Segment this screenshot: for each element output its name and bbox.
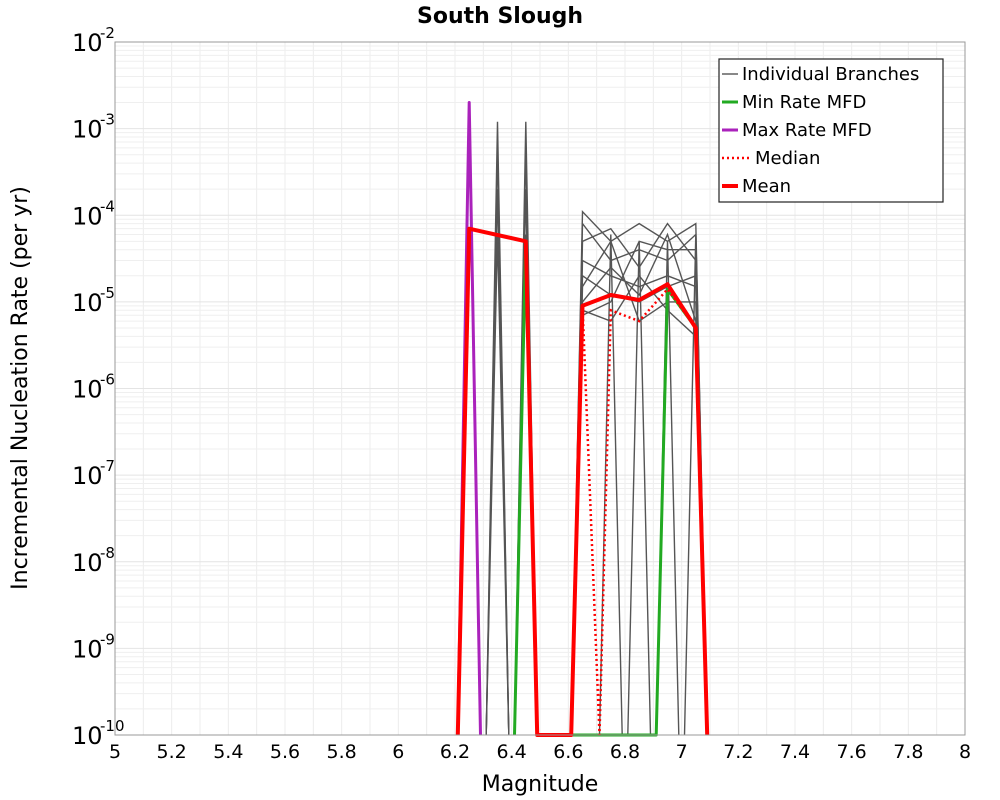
y-tick-label-base: 10 — [72, 462, 103, 490]
individual-branches-line — [627, 241, 652, 736]
legend-label-max-rate-mfd: Max Rate MFD — [742, 120, 872, 141]
x-tick-label: 6.4 — [497, 741, 527, 763]
x-tick-label: 5.4 — [213, 741, 243, 763]
x-tick-label: 5.2 — [157, 741, 187, 763]
legend: Individual Branches Min Rate MFD Max Rate … — [718, 58, 944, 203]
x-tick-labels: 5 5.2 5.4 5.6 5.8 6 6.2 6.4 6.6 6.8 7 7.2 7.4 7.6 7.8 8 — [109, 741, 971, 763]
x-tick-label: 5 — [109, 741, 121, 763]
individual-branches-line — [598, 234, 623, 736]
y-tick-label-base: 10 — [72, 635, 103, 663]
x-tick-label: 6.6 — [553, 741, 583, 763]
y-tick-label-exponent: -8 — [100, 544, 115, 562]
x-tick-label: 5.6 — [270, 741, 300, 763]
y-tick-label-base: 10 — [72, 376, 103, 404]
median-line — [456, 227, 709, 737]
y-tick-label-exponent: -7 — [100, 457, 115, 475]
y-tick-label-exponent: -3 — [100, 111, 115, 129]
x-tick-label: 6 — [392, 741, 404, 763]
legend-label-mean: Mean — [742, 176, 791, 197]
y-tick-label-base: 10 — [72, 549, 103, 577]
grid — [114, 42, 966, 736]
y-tick-label-exponent: -6 — [100, 371, 115, 389]
series-layer — [455, 101, 710, 737]
legend-label-min-rate-mfd: Min Rate MFD — [742, 92, 866, 113]
chart-title: South Slough — [417, 4, 583, 29]
y-tick-label-base: 10 — [72, 289, 103, 317]
individual-branches-line — [570, 232, 708, 736]
x-tick-label: 6.8 — [610, 741, 640, 763]
individual-branches-line — [570, 209, 708, 736]
y-tick-label-exponent: -10 — [100, 717, 125, 735]
x-tick-label: 5.8 — [327, 741, 357, 763]
y-tick-label-exponent: -5 — [100, 284, 115, 302]
y-tick-label-base: 10 — [72, 202, 103, 230]
legend-label-median: Median — [755, 148, 820, 169]
mean-line — [455, 226, 710, 737]
plot-frame — [114, 41, 966, 736]
x-tick-label: 7.2 — [723, 741, 753, 763]
y-tick-label-base: 10 — [72, 722, 103, 750]
x-tick-label: 6.2 — [440, 741, 470, 763]
y-tick-label-base: 10 — [72, 116, 103, 144]
y-tick-label-base: 10 — [72, 29, 103, 57]
legend-label-individual-branches: Individual Branches — [742, 64, 919, 85]
y-axis-label: Incremental Nucleation Rate (per yr) — [8, 186, 33, 590]
legend-box — [718, 58, 944, 203]
x-tick-label: 8 — [959, 741, 971, 763]
x-tick-label: 7.8 — [893, 741, 923, 763]
y-tick-label-exponent: -4 — [100, 197, 115, 215]
x-tick-label: 7.6 — [837, 741, 867, 763]
x-axis-label: Magnitude — [482, 772, 599, 797]
y-tick-label-exponent: -2 — [100, 24, 115, 42]
x-tick-label: 7 — [676, 741, 688, 763]
y-tick-label-exponent: -9 — [100, 630, 115, 648]
x-tick-label: 7.4 — [780, 741, 810, 763]
